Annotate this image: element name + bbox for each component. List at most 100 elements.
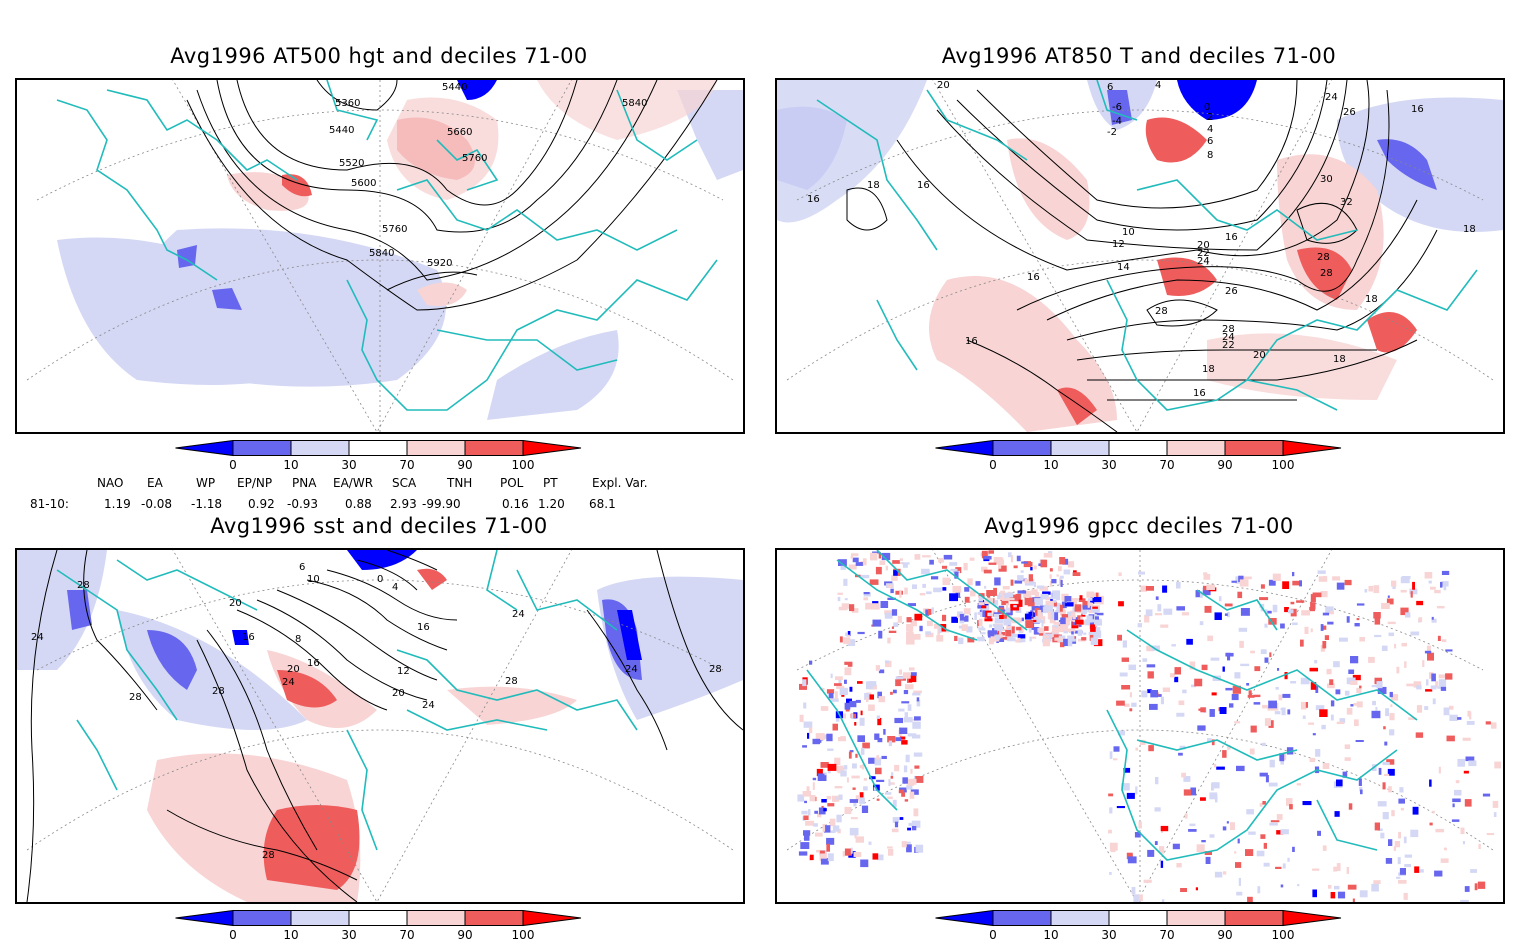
decile-cell	[1257, 886, 1261, 894]
decile-cell	[827, 748, 834, 751]
contour-label: 18	[1333, 354, 1346, 365]
decile-cell	[1077, 615, 1082, 620]
decile-cell	[1438, 679, 1447, 687]
decile-cell	[1264, 623, 1268, 628]
decile-cell	[855, 699, 861, 703]
decile-cell	[906, 617, 912, 623]
decile-cell	[888, 848, 894, 856]
decile-cell	[1011, 633, 1018, 638]
decile-cell	[1382, 812, 1389, 820]
decile-cell	[1470, 869, 1477, 873]
decile-cell	[1302, 801, 1312, 806]
decile-cell	[1250, 650, 1255, 654]
decile-cell	[837, 596, 841, 602]
decile-cell	[1034, 591, 1040, 599]
decile-cell	[1017, 637, 1021, 641]
decile-cell	[1374, 634, 1382, 638]
decile-cell	[885, 660, 892, 668]
decile-cell	[1067, 561, 1075, 568]
decile-cell	[1265, 610, 1272, 614]
contour-label: 5440	[329, 125, 354, 136]
decile-cell	[907, 733, 917, 737]
decile-cell	[850, 817, 858, 820]
decile-cell	[912, 692, 921, 696]
contour-label: 28	[129, 692, 142, 703]
decile-cell	[1419, 869, 1424, 873]
decile-cell	[1385, 858, 1393, 864]
map-panel-850t: 20 6 4 -6 -4 -2 0 2 4 6 8 24 26 16 18 16…	[775, 78, 1505, 434]
decile-cell	[907, 704, 912, 711]
decile-cell	[1373, 880, 1381, 884]
contour-label: 5660	[447, 127, 472, 138]
contour-label: 16	[307, 658, 320, 669]
decile-cell	[1194, 678, 1203, 687]
decile-cell	[1037, 609, 1042, 618]
colorbar-tick-label: 90	[1217, 928, 1233, 942]
decile-cell	[804, 834, 810, 841]
decile-cell	[1404, 854, 1412, 858]
decile-cell	[1086, 591, 1094, 598]
panel-title-4: Avg1996 gpcc deciles 71-00	[984, 514, 1294, 538]
decile-cell	[943, 554, 953, 560]
decile-cell	[1248, 831, 1256, 835]
decile-cell	[910, 620, 917, 627]
decile-cell	[891, 609, 898, 616]
decile-cell	[877, 738, 883, 743]
decile-cell	[1067, 635, 1075, 641]
colorbar-tick-label: 90	[457, 458, 473, 472]
decile-cell	[1280, 623, 1285, 629]
decile-cell	[1391, 694, 1399, 701]
decile-cell	[1440, 686, 1447, 691]
idx-h-nao: NAO	[97, 476, 124, 490]
decile-cell	[927, 608, 932, 615]
decile-cell	[1449, 714, 1458, 721]
decile-cell	[887, 846, 893, 849]
decile-cell	[874, 733, 880, 740]
decile-cell	[1207, 738, 1212, 743]
contour-label: 28	[77, 580, 90, 591]
decile-cell	[1033, 616, 1042, 623]
decile-cell	[951, 616, 958, 623]
decile-cell	[860, 747, 865, 755]
decile-cell	[1431, 673, 1436, 682]
decile-cell	[899, 589, 902, 598]
contour-label: 32	[1340, 197, 1353, 208]
decile-cell	[838, 678, 842, 684]
decile-cell	[1117, 634, 1122, 641]
decile-cell	[1277, 668, 1280, 671]
decile-cell	[1327, 621, 1334, 625]
decile-cell	[1445, 649, 1453, 652]
decile-cell	[843, 765, 848, 770]
decile-cell	[907, 778, 917, 785]
decile-cell	[800, 842, 810, 849]
decile-cell	[1262, 801, 1266, 805]
decile-cell	[1069, 638, 1076, 642]
colorbar-tick-label: 100	[511, 458, 535, 472]
decile-cell	[859, 792, 864, 800]
decile-cell	[1410, 829, 1419, 838]
decile-cell	[1160, 860, 1164, 868]
decile-cell	[1110, 846, 1116, 853]
decile-cell	[1444, 847, 1447, 851]
decile-cell	[1406, 683, 1414, 687]
decile-cell	[1126, 852, 1133, 860]
decile-cell	[1464, 886, 1470, 892]
decile-cell	[862, 742, 870, 749]
contour-label: 26	[1343, 107, 1356, 118]
decile-cell	[1334, 885, 1340, 890]
decile-cell	[899, 669, 902, 675]
decile-cell	[1396, 666, 1400, 674]
decile-cell	[1086, 615, 1093, 623]
decile-cell	[1492, 800, 1499, 808]
decile-cell	[1119, 672, 1128, 677]
decile-cell	[861, 805, 869, 813]
decile-cell	[846, 698, 852, 707]
decile-cell	[802, 679, 807, 687]
decile-cell	[1028, 625, 1032, 633]
contour-label: 24	[512, 609, 525, 620]
decile-cell	[876, 755, 880, 760]
decile-cell	[1427, 652, 1434, 661]
decile-cell	[888, 740, 892, 747]
decile-cell	[1275, 687, 1279, 690]
decile-cell	[998, 629, 1002, 635]
